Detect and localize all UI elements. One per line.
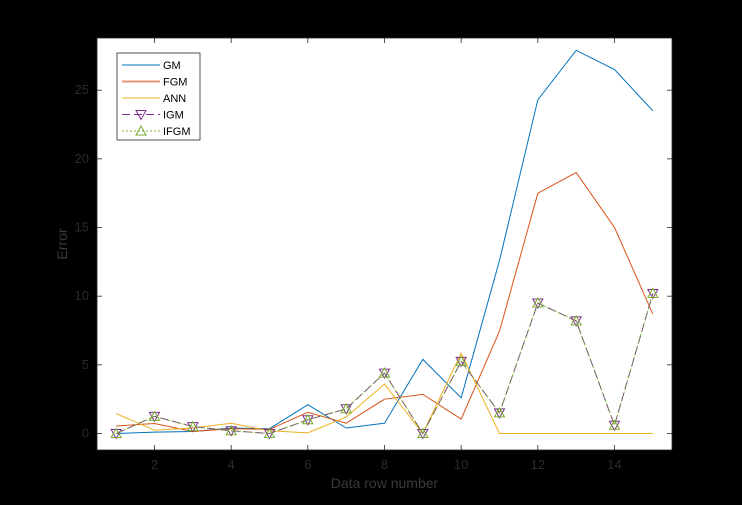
data-point-ifgm: [416, 427, 429, 439]
data-point-ifgm: [301, 413, 314, 425]
series-line-fgm: [116, 171, 654, 432]
legend-label: ANN: [163, 93, 186, 105]
series-ifgm: [110, 287, 659, 439]
data-point-ifgm: [110, 427, 123, 439]
series-line-ann: [115, 352, 653, 435]
x-tick-label: 14: [607, 457, 621, 472]
data-point-ifgm: [646, 287, 659, 298]
y-tick-label: 10: [75, 288, 89, 303]
data-point-ifgm: [225, 424, 238, 436]
data-point-ifgm: [455, 355, 468, 366]
data-point-ifgm: [340, 402, 353, 414]
data-point-ifgm: [378, 367, 391, 378]
data-point-ifgm: [186, 420, 199, 432]
x-tick-label: 2: [151, 457, 158, 472]
legend-entry-ann: ANN: [122, 93, 186, 105]
data-point-ifgm: [263, 427, 276, 439]
series-line-ifgm: [115, 293, 654, 435]
y-tick-label: 20: [75, 151, 89, 166]
y-tick-label: 0: [82, 426, 89, 441]
y-tick-label: 5: [82, 357, 89, 372]
series-fgm: [116, 171, 654, 432]
y-axis-label: Error: [54, 228, 70, 259]
data-point-ifgm: [148, 410, 161, 421]
x-tick-label: 10: [454, 457, 468, 472]
legend-entry-fgm: FGM: [122, 77, 187, 89]
legend: GM FGM ANN IGM IFGM: [116, 52, 201, 141]
data-point-ifgm: [531, 297, 544, 308]
legend-marker: [135, 124, 147, 136]
y-tick-label: 25: [75, 82, 89, 97]
legend-label: FGM: [163, 77, 187, 89]
legend-entry-igm: IGM: [122, 110, 184, 122]
x-tick-label: 4: [228, 457, 235, 472]
legend-label: IFGM: [163, 126, 191, 138]
legend-label: IGM: [163, 110, 184, 122]
x-axis-label: Data row number: [331, 475, 439, 491]
legend-entry-ifgm: IFGM: [122, 124, 191, 138]
series-ann: [115, 352, 653, 435]
x-tick-label: 6: [304, 457, 311, 472]
legend-marker: [135, 110, 147, 121]
x-tick-label: 12: [531, 457, 545, 472]
y-tick-label: 15: [75, 220, 89, 235]
data-point-ifgm: [493, 406, 506, 418]
legend-entry-gm: GM: [122, 60, 181, 72]
x-tick-label: 8: [381, 457, 388, 472]
legend-label: GM: [163, 60, 181, 72]
legend-box: [116, 52, 201, 141]
data-point-ifgm: [608, 419, 621, 430]
plot-border: [96, 37, 673, 451]
data-point-ifgm: [570, 314, 583, 326]
